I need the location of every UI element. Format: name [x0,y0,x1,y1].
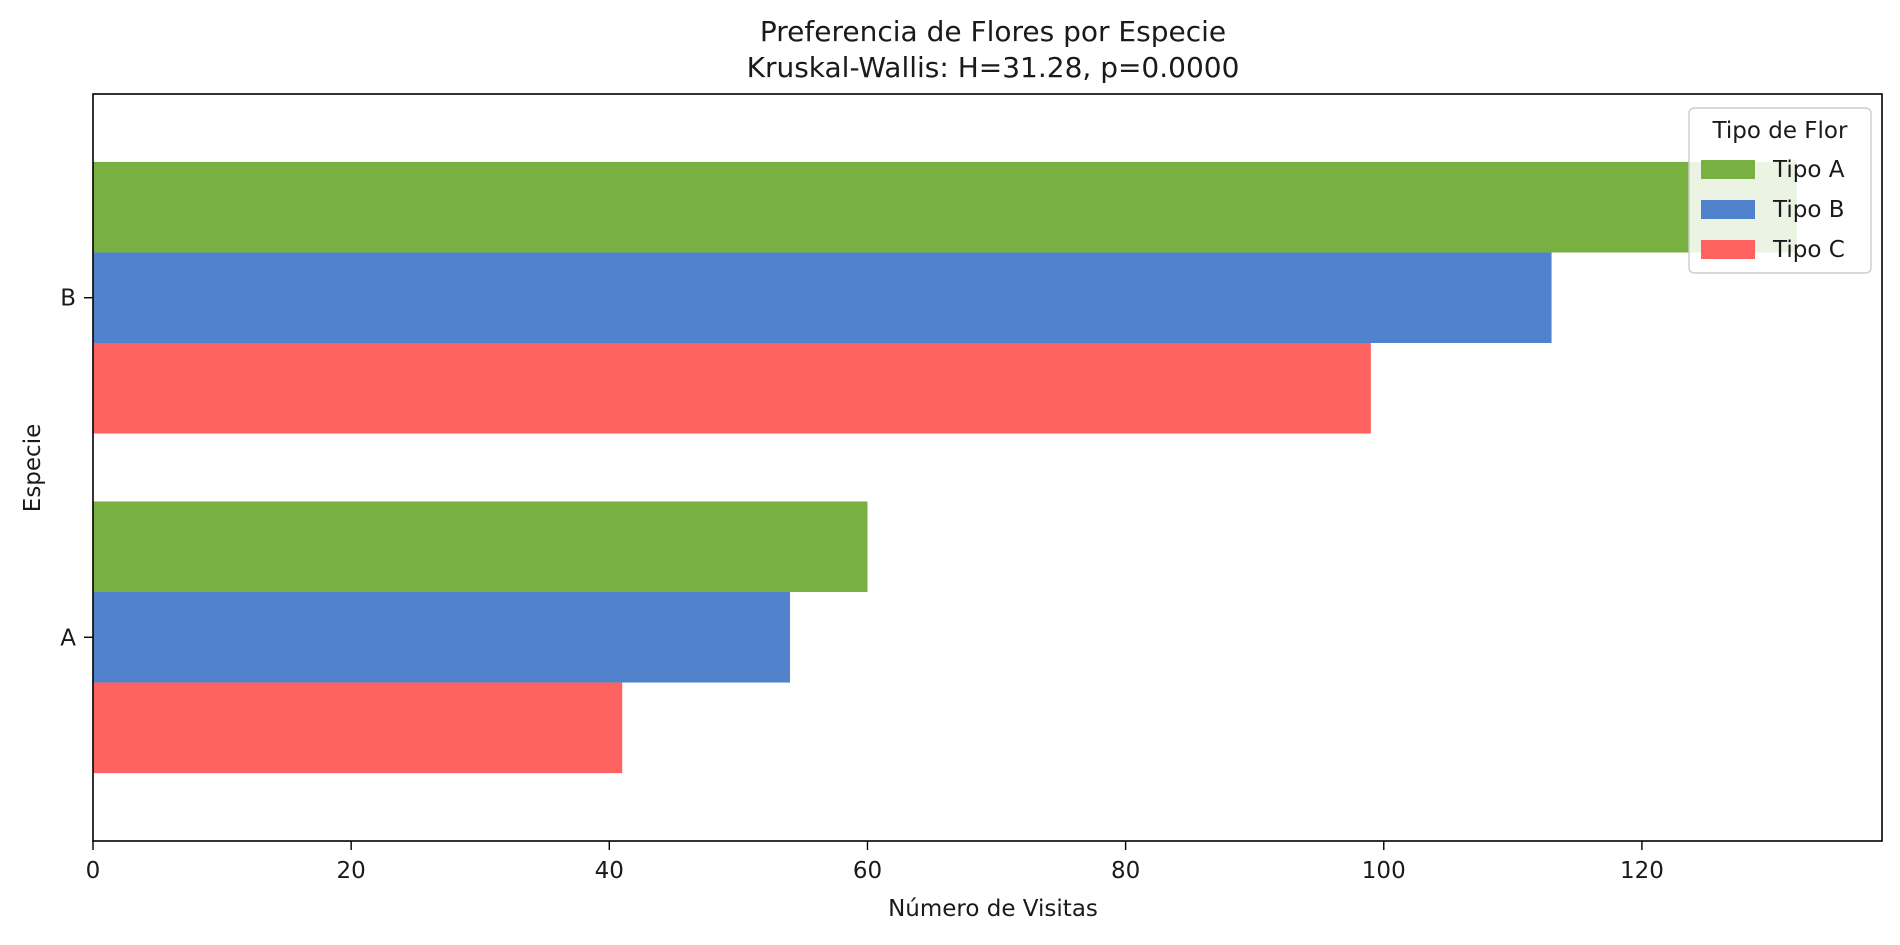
x-axis: 0 20 40 60 80 100 120 [86,841,1664,884]
x-tick-label: 120 [1620,858,1664,884]
x-tick-label: 0 [86,858,101,884]
x-axis-label: Número de Visitas [888,896,1098,922]
y-axis: AB [60,286,93,651]
x-tick-label: 40 [595,858,624,884]
chart-title: Preferencia de Flores por Especie [760,15,1226,48]
x-tick-label: 20 [337,858,366,884]
legend-label: Tipo C [1772,237,1845,263]
legend-box [1688,107,1872,274]
x-tick-label: 80 [1111,858,1140,884]
plot-frame [92,93,1883,842]
bar-b-tipo-b [93,252,1552,343]
bar-a-tipo-a [93,501,868,592]
bars-layer [93,161,1797,774]
x-tick-label: 60 [853,858,882,884]
legend-label: Tipo A [1772,157,1845,183]
legend-title: Tipo de Flor [1712,118,1848,144]
legend-swatch-tipo-a [1701,160,1755,179]
x-tick-label: 100 [1362,858,1406,884]
legend-label: Tipo B [1772,197,1845,223]
legend-swatch-tipo-b [1701,200,1755,219]
bar-a-tipo-c [93,682,623,774]
chart-subtitle: Kruskal-Wallis: H=31.28, p=0.0000 [747,51,1240,84]
bar-b-tipo-a [93,161,1797,253]
y-tick-label: A [60,625,76,651]
bar-a-tipo-b [93,592,791,683]
y-axis-label: Especie [20,424,46,512]
legend: Tipo de Flor Tipo A Tipo B Tipo C [1688,107,1872,274]
bar-b-tipo-c [93,343,1371,434]
legend-swatch-tipo-c [1701,240,1755,259]
y-tick-label: B [60,286,76,312]
